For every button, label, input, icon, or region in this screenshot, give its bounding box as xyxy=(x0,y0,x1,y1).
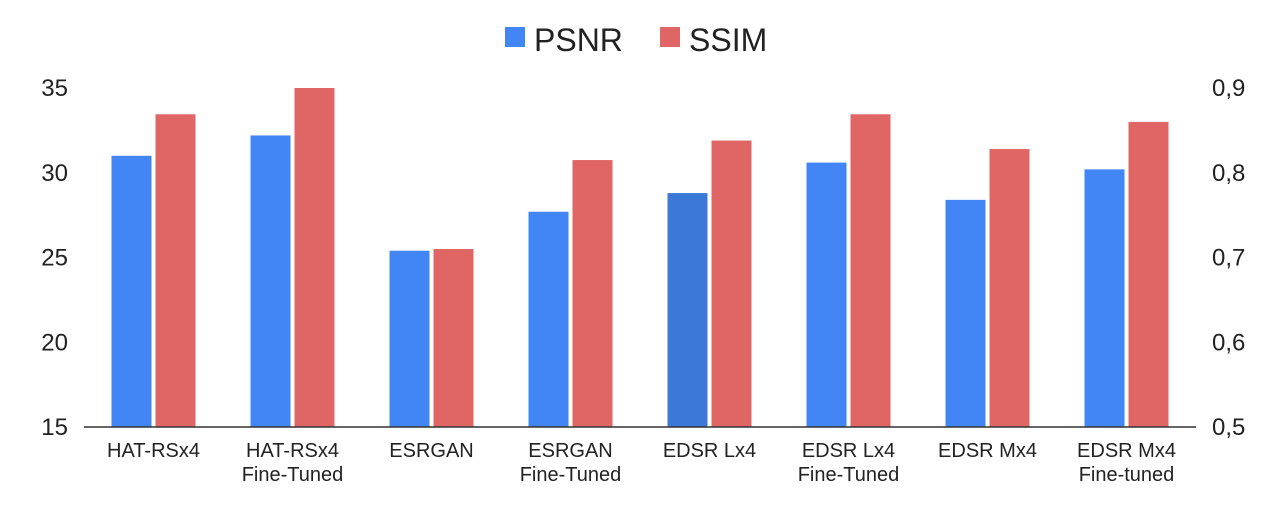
right-y-tick-label: 0,6 xyxy=(1212,329,1245,356)
psnr-bar xyxy=(528,211,569,427)
right-y-axis: 0,5 0,6 0,7 0,8 0,9 xyxy=(1212,75,1245,441)
left-y-tick-label: 15 xyxy=(41,414,68,441)
legend-swatch xyxy=(660,27,680,47)
ssim-bar xyxy=(433,249,474,427)
psnr-bar xyxy=(111,155,152,428)
x-category-label: EDSR Mx4 Fine-tuned xyxy=(1077,440,1176,486)
right-y-tick-label: 0,7 xyxy=(1212,245,1245,272)
psnr-bar xyxy=(250,135,291,427)
legend-label: SSIM xyxy=(689,22,767,58)
ssim-bar xyxy=(850,114,891,428)
ssim-bar xyxy=(989,149,1030,427)
right-y-tick-label: 0,9 xyxy=(1212,75,1245,102)
x-category-label: EDSR Mx4 xyxy=(938,440,1037,462)
x-category-label: ESRGAN Fine-Tuned xyxy=(520,440,622,486)
x-category-label: EDSR Lx4 Fine-Tuned xyxy=(798,440,900,486)
ssim-bar xyxy=(294,88,335,427)
psnr-bar xyxy=(389,250,430,427)
psnr-bar xyxy=(806,162,847,427)
ssim-bar xyxy=(155,114,196,428)
right-y-tick-label: 0,5 xyxy=(1212,414,1245,441)
right-y-tick-label: 0,8 xyxy=(1212,160,1245,187)
chart-bars xyxy=(111,88,1169,428)
psnr-bar xyxy=(1084,169,1125,428)
x-category-label: HAT-RSx4 Fine-Tuned xyxy=(242,440,344,486)
left-y-tick-label: 20 xyxy=(41,329,68,356)
x-category-label: EDSR Lx4 xyxy=(663,440,756,462)
chart-legend: PSNR SSIM xyxy=(505,22,767,58)
legend-item-psnr[interactable]: PSNR xyxy=(505,22,623,58)
ssim-bar xyxy=(711,140,752,428)
ssim-bar xyxy=(572,160,613,427)
legend-swatch xyxy=(505,27,525,47)
psnr-bar xyxy=(945,199,986,427)
x-category-label: ESRGAN xyxy=(389,440,473,462)
left-y-tick-label: 30 xyxy=(41,160,68,187)
psnr-bar xyxy=(667,193,708,427)
left-y-axis: 15 20 25 30 35 xyxy=(41,75,68,441)
x-axis-labels: HAT-RSx4 HAT-RSx4 Fine-Tuned ESRGAN ESRGAN Fi… xyxy=(107,440,1176,486)
x-category-label: HAT-RSx4 xyxy=(107,440,200,462)
left-y-tick-label: 25 xyxy=(41,245,68,272)
legend-item-ssim[interactable]: SSIM xyxy=(660,22,767,58)
legend-label: PSNR xyxy=(534,22,623,58)
ssim-bar xyxy=(1128,121,1169,428)
left-y-tick-label: 35 xyxy=(41,75,68,102)
